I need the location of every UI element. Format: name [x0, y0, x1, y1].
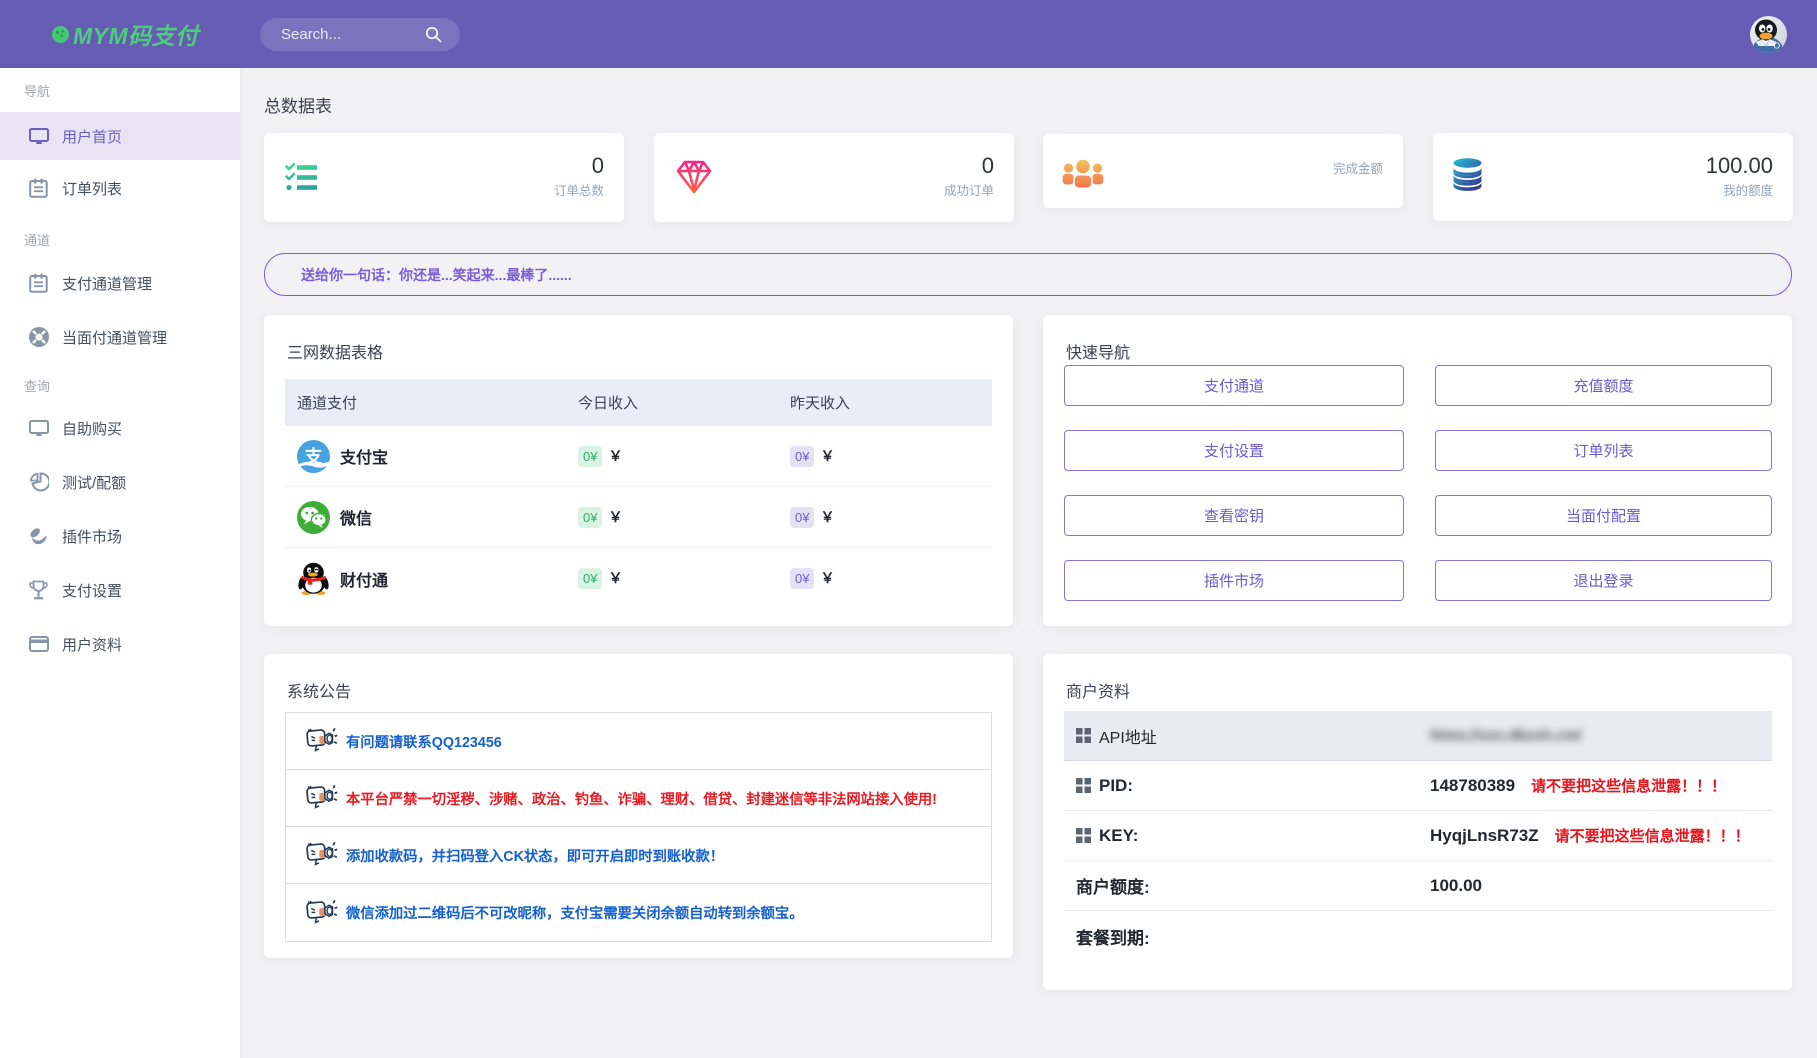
svg-text:O: O [1774, 41, 1781, 51]
svg-text:支: 支 [304, 446, 323, 466]
